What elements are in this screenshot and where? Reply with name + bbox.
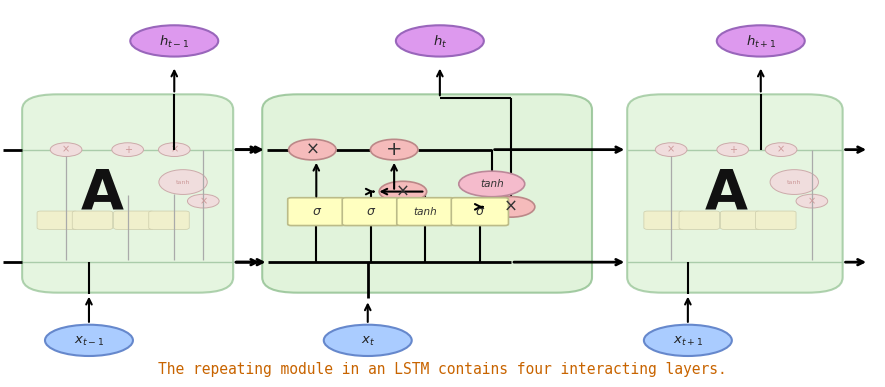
Text: $x_{t-1}$: $x_{t-1}$ <box>73 335 104 348</box>
Ellipse shape <box>159 170 207 194</box>
FancyBboxPatch shape <box>22 94 233 293</box>
Text: tanh: tanh <box>480 179 504 189</box>
FancyBboxPatch shape <box>451 198 509 226</box>
Ellipse shape <box>717 25 804 57</box>
Ellipse shape <box>770 170 819 194</box>
Circle shape <box>655 143 687 156</box>
Text: +: + <box>124 145 132 155</box>
Circle shape <box>289 139 336 160</box>
FancyBboxPatch shape <box>679 211 720 229</box>
Circle shape <box>379 181 427 202</box>
FancyBboxPatch shape <box>149 211 189 229</box>
FancyBboxPatch shape <box>756 211 796 229</box>
FancyBboxPatch shape <box>262 94 592 293</box>
Text: $h_t$: $h_t$ <box>433 34 447 50</box>
Circle shape <box>766 143 796 156</box>
Ellipse shape <box>396 25 484 57</box>
Circle shape <box>158 143 190 156</box>
FancyBboxPatch shape <box>396 198 454 226</box>
Text: ×: × <box>777 145 785 155</box>
Text: +: + <box>386 140 403 159</box>
Text: $h_{t+1}$: $h_{t+1}$ <box>745 34 776 50</box>
Circle shape <box>717 143 749 156</box>
Text: $x_t$: $x_t$ <box>361 335 374 348</box>
Text: The repeating module in an LSTM contains four interacting layers.: The repeating module in an LSTM contains… <box>158 361 727 377</box>
Text: σ: σ <box>367 205 374 218</box>
Text: $x_{t+1}$: $x_{t+1}$ <box>673 335 703 348</box>
Text: ×: × <box>396 183 410 200</box>
Ellipse shape <box>45 325 133 356</box>
FancyBboxPatch shape <box>720 211 761 229</box>
Text: σ: σ <box>312 205 320 218</box>
Circle shape <box>188 194 219 208</box>
Text: $h_{t-1}$: $h_{t-1}$ <box>159 34 189 50</box>
Text: ×: × <box>808 196 816 206</box>
FancyBboxPatch shape <box>113 211 154 229</box>
FancyBboxPatch shape <box>288 198 345 226</box>
FancyBboxPatch shape <box>73 211 112 229</box>
Ellipse shape <box>324 325 412 356</box>
Circle shape <box>796 194 827 208</box>
Text: tanh: tanh <box>787 180 802 185</box>
Text: ×: × <box>504 198 518 216</box>
Text: ×: × <box>170 145 179 155</box>
Circle shape <box>50 143 82 156</box>
Text: tanh: tanh <box>413 207 437 217</box>
FancyBboxPatch shape <box>627 94 843 293</box>
Text: ×: × <box>199 196 207 206</box>
Ellipse shape <box>644 325 732 356</box>
FancyBboxPatch shape <box>37 211 78 229</box>
FancyBboxPatch shape <box>644 211 684 229</box>
Text: ×: × <box>62 145 70 155</box>
Circle shape <box>112 143 143 156</box>
Text: A: A <box>81 166 124 221</box>
Circle shape <box>371 139 418 160</box>
Text: tanh: tanh <box>176 180 190 185</box>
Text: ×: × <box>667 145 675 155</box>
Text: A: A <box>705 166 748 221</box>
Text: σ: σ <box>476 205 484 218</box>
Circle shape <box>488 197 535 217</box>
FancyBboxPatch shape <box>342 198 399 226</box>
Ellipse shape <box>458 171 525 197</box>
Text: +: + <box>728 145 736 155</box>
Text: ×: × <box>305 140 319 159</box>
Ellipse shape <box>130 25 219 57</box>
